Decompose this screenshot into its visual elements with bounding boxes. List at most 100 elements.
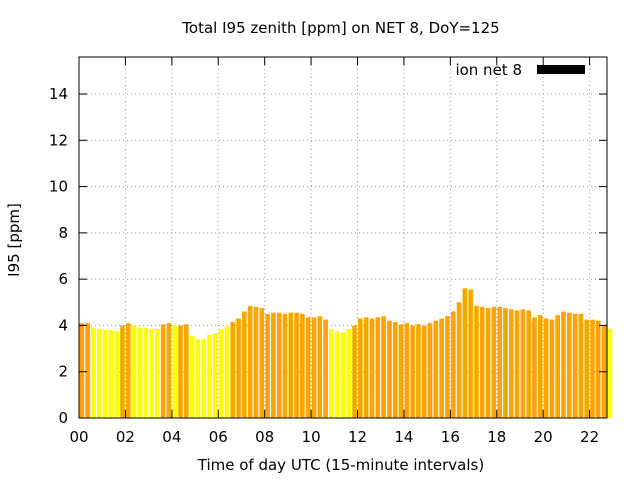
bar [537,315,543,418]
bar [491,306,497,418]
bar [125,323,131,418]
x-tick-label: 02 [116,428,135,446]
bar [450,311,456,418]
bar [172,325,178,418]
legend-label: ion net 8 [455,61,522,79]
bar [381,316,386,418]
x-tick-label: 08 [255,428,274,446]
bar [340,332,346,418]
plot-frame [78,56,608,419]
bar [271,312,276,418]
bar [166,323,172,418]
bar [439,318,444,418]
y-tick-label: 4 [58,316,68,334]
bar [282,313,288,418]
bar [590,319,595,418]
bar [497,306,502,418]
bar [503,308,508,418]
bar [207,334,212,418]
bar [108,330,114,418]
grid-lines [79,57,607,418]
legend: ion net 8 [455,61,585,79]
bar [259,308,265,418]
bar [160,324,166,418]
bar [363,317,369,418]
x-tick-label: 06 [209,428,228,446]
bar [421,325,427,418]
y-tick-label: 14 [49,85,68,103]
bar [149,328,154,418]
bar [392,321,398,418]
bar [479,306,485,418]
bar [555,315,561,418]
bar [352,325,357,418]
bar [462,288,468,418]
bar [532,317,537,418]
bar [468,289,473,418]
bar [514,310,520,418]
bar [433,320,439,418]
bar [265,313,270,418]
bar [247,305,253,418]
bar [323,319,328,418]
bar [526,310,531,418]
bar [427,323,433,418]
y-tick-label: 2 [58,363,68,381]
bar [410,325,415,418]
bar [79,323,85,418]
bar [178,325,183,418]
bar [114,331,120,418]
x-tick-label: 10 [302,428,321,446]
bar [242,311,247,418]
y-tick-label: 10 [49,178,68,196]
bar [566,312,572,418]
bar [329,328,334,418]
bar [595,320,601,418]
y-tick-label: 6 [58,270,68,288]
bar [387,320,392,418]
bar [346,328,352,418]
x-tick-label: 16 [441,428,460,446]
x-axis-label: Time of day UTC (15-minute intervals) [197,456,484,474]
y-tick-label: 8 [58,224,68,242]
bar [230,321,236,418]
bar [456,302,462,418]
bar [236,318,241,418]
x-tick-label: 20 [534,428,553,446]
chart-title: Total I95 zenith [ppm] on NET 8, DoY=125 [181,19,499,37]
bar [155,328,160,418]
y-axis-label: I95 [ppm] [5,203,23,277]
bar [305,317,311,418]
bar-series [79,288,613,418]
bar [120,325,125,418]
bar [224,326,230,418]
bar [91,327,96,418]
y-tick-label: 12 [49,131,68,149]
bar [195,339,201,418]
bar [485,308,491,418]
bar [398,324,404,418]
bar [445,316,450,418]
bar [184,324,189,418]
bar [102,330,108,418]
bar [288,312,294,418]
bar [607,328,613,418]
bar [520,309,526,418]
x-tick-label: 18 [487,428,506,446]
x-tick-label: 04 [162,428,181,446]
bar [578,313,584,418]
bar [311,317,317,418]
bar [294,312,299,418]
bar [543,318,549,418]
bar [508,309,514,418]
bar [549,319,555,418]
bar [369,318,375,418]
bar [143,327,149,418]
bar [213,333,218,418]
x-tick-label: 22 [580,428,599,446]
bar [561,311,566,418]
legend-swatch [537,65,585,74]
bar [358,318,363,418]
